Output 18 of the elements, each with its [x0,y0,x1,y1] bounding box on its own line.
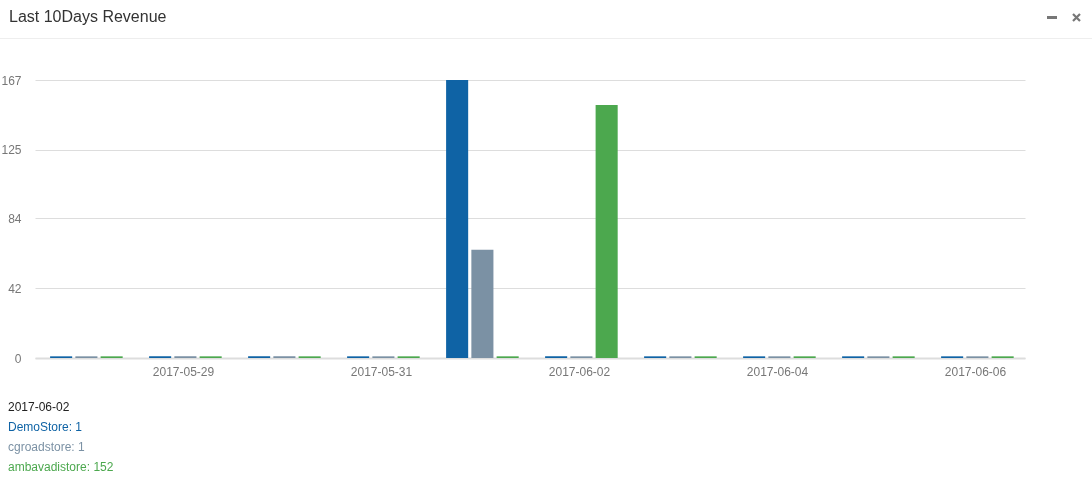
text: ambavadistore: 152 [8,459,114,476]
bar [595,104,618,358]
bar [446,80,469,358]
x-tick-label: 2017-05-31 [350,364,413,379]
x-tick-label: 2017-06-06 [944,364,1007,379]
y-tick-label: 125 [1,143,22,158]
y-tick-label: 84 [8,211,22,226]
text: cgroadstore: 1 [8,439,86,456]
y-tick-label: 167 [1,73,22,88]
bar [471,249,494,358]
y-tick-label: 42 [8,281,22,296]
chart-title: Last 10Days Revenue [9,8,167,26]
text: 2017-06-02 [8,399,71,416]
x-tick-label: 2017-06-02 [548,364,611,379]
y-tick-label: 0 [14,351,22,366]
x-tick-label: 2017-05-29 [152,364,215,379]
x-tick-label: 2017-06-04 [746,364,809,379]
text: DemoStore: 1 [8,419,84,436]
